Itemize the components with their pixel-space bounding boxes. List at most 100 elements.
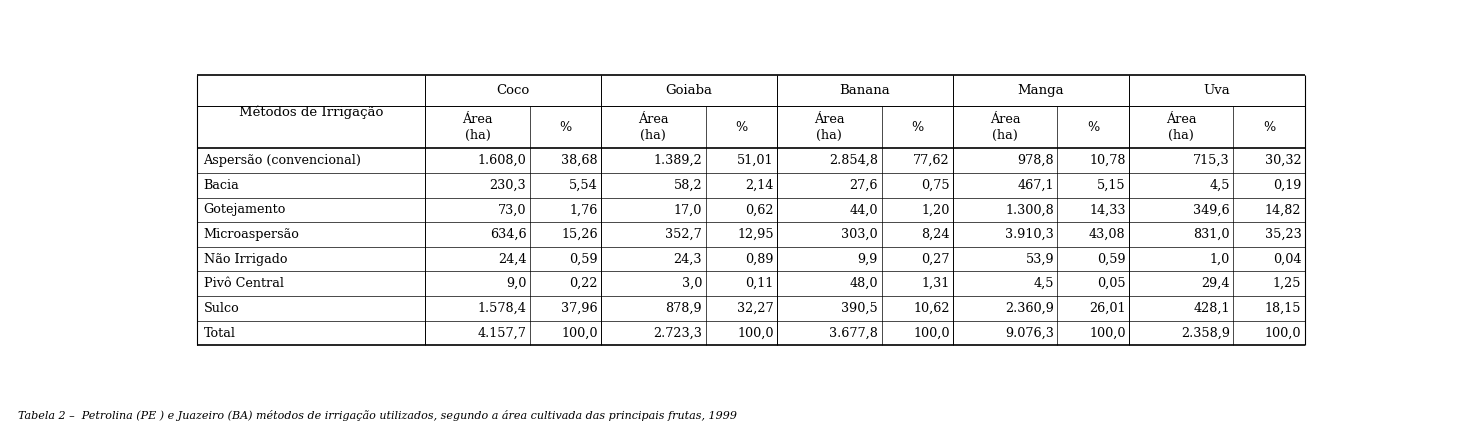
Text: %: % [560, 121, 571, 134]
Text: %: % [1263, 121, 1275, 134]
Text: 303,0: 303,0 [841, 228, 878, 241]
Text: 230,3: 230,3 [489, 179, 526, 192]
Text: 100,0: 100,0 [561, 326, 598, 339]
Text: 4,5: 4,5 [1033, 277, 1053, 290]
Text: 978,8: 978,8 [1017, 154, 1053, 167]
Text: Goiaba: Goiaba [665, 84, 712, 97]
Text: 1,31: 1,31 [921, 277, 949, 290]
Text: 24,3: 24,3 [674, 252, 702, 265]
Text: 1,76: 1,76 [570, 204, 598, 216]
Text: 0,59: 0,59 [1097, 252, 1125, 265]
Text: 37,96: 37,96 [561, 302, 598, 315]
Text: Pivô Central: Pivô Central [204, 277, 284, 290]
Text: Bacia: Bacia [204, 179, 239, 192]
Text: 467,1: 467,1 [1018, 179, 1053, 192]
Text: 0,04: 0,04 [1273, 252, 1301, 265]
Text: Sulco: Sulco [204, 302, 239, 315]
Text: Uva: Uva [1204, 84, 1231, 97]
Text: 2.360,9: 2.360,9 [1005, 302, 1053, 315]
Text: 1.300,8: 1.300,8 [1005, 204, 1053, 216]
Text: 3.910,3: 3.910,3 [1005, 228, 1053, 241]
Text: %: % [735, 121, 747, 134]
Text: 43,08: 43,08 [1088, 228, 1125, 241]
Text: 100,0: 100,0 [1264, 326, 1301, 339]
Text: 100,0: 100,0 [1088, 326, 1125, 339]
Text: 0,89: 0,89 [746, 252, 774, 265]
Text: 0,59: 0,59 [570, 252, 598, 265]
Text: 35,23: 35,23 [1264, 228, 1301, 241]
Text: 0,22: 0,22 [570, 277, 598, 290]
Text: 32,27: 32,27 [737, 302, 774, 315]
Text: Métodos de Irrigação: Métodos de Irrigação [239, 105, 384, 119]
Text: 10,78: 10,78 [1088, 154, 1125, 167]
Text: Manga: Manga [1018, 84, 1065, 97]
Text: 12,95: 12,95 [737, 228, 774, 241]
Text: Área
(ha): Área (ha) [815, 113, 845, 142]
Text: Área
(ha): Área (ha) [463, 113, 492, 142]
Text: 100,0: 100,0 [913, 326, 949, 339]
Text: 53,9: 53,9 [1026, 252, 1053, 265]
Text: 15,26: 15,26 [561, 228, 598, 241]
Text: 18,15: 18,15 [1264, 302, 1301, 315]
Text: 1,25: 1,25 [1273, 277, 1301, 290]
Text: Coco: Coco [497, 84, 530, 97]
Text: 9.076,3: 9.076,3 [1005, 326, 1053, 339]
Text: 352,7: 352,7 [665, 228, 702, 241]
Text: 27,6: 27,6 [850, 179, 878, 192]
Text: 2.358,9: 2.358,9 [1181, 326, 1231, 339]
Text: 8,24: 8,24 [921, 228, 949, 241]
Text: Microaspersão: Microaspersão [204, 228, 299, 241]
Text: 1.608,0: 1.608,0 [478, 154, 526, 167]
Text: %: % [911, 121, 923, 134]
Text: 1,0: 1,0 [1210, 252, 1231, 265]
Text: Área
(ha): Área (ha) [639, 113, 668, 142]
Text: 44,0: 44,0 [850, 204, 878, 216]
Text: 73,0: 73,0 [498, 204, 526, 216]
Text: Gotejamento: Gotejamento [204, 204, 286, 216]
Text: 9,0: 9,0 [505, 277, 526, 290]
Text: 2.723,3: 2.723,3 [653, 326, 702, 339]
Text: 3,0: 3,0 [681, 277, 702, 290]
Text: 390,5: 390,5 [841, 302, 878, 315]
Text: 58,2: 58,2 [674, 179, 702, 192]
Text: 48,0: 48,0 [850, 277, 878, 290]
Text: 14,33: 14,33 [1088, 204, 1125, 216]
Text: Tabela 2 –  Petrolina (PE ) e Juazeiro (BA) métodos de irrigação utilizados, seg: Tabela 2 – Petrolina (PE ) e Juazeiro (B… [18, 410, 737, 421]
Text: 30,32: 30,32 [1264, 154, 1301, 167]
Text: 29,4: 29,4 [1201, 277, 1231, 290]
Text: 1.578,4: 1.578,4 [478, 302, 526, 315]
Text: 715,3: 715,3 [1194, 154, 1231, 167]
Text: 26,01: 26,01 [1088, 302, 1125, 315]
Text: 831,0: 831,0 [1194, 228, 1231, 241]
Text: 9,9: 9,9 [857, 252, 878, 265]
Text: 878,9: 878,9 [665, 302, 702, 315]
Text: 5,15: 5,15 [1097, 179, 1125, 192]
Text: 14,82: 14,82 [1264, 204, 1301, 216]
Text: 2.854,8: 2.854,8 [829, 154, 878, 167]
Text: 38,68: 38,68 [561, 154, 598, 167]
Text: 4,5: 4,5 [1210, 179, 1231, 192]
Text: 0,19: 0,19 [1273, 179, 1301, 192]
Text: Não Irrigado: Não Irrigado [204, 252, 287, 265]
Text: 17,0: 17,0 [674, 204, 702, 216]
Text: 3.677,8: 3.677,8 [829, 326, 878, 339]
Text: 0,75: 0,75 [921, 179, 949, 192]
Text: 10,62: 10,62 [913, 302, 949, 315]
Text: 0,27: 0,27 [921, 252, 949, 265]
Text: Banana: Banana [839, 84, 891, 97]
Text: Área
(ha): Área (ha) [990, 113, 1021, 142]
Text: 1.389,2: 1.389,2 [653, 154, 702, 167]
Text: 51,01: 51,01 [737, 154, 774, 167]
Text: Aspersão (convencional): Aspersão (convencional) [204, 154, 362, 167]
Text: Área
(ha): Área (ha) [1166, 113, 1197, 142]
Text: 0,62: 0,62 [746, 204, 774, 216]
Text: 0,05: 0,05 [1097, 277, 1125, 290]
Text: 349,6: 349,6 [1194, 204, 1231, 216]
Text: 100,0: 100,0 [737, 326, 774, 339]
Text: 77,62: 77,62 [913, 154, 949, 167]
Text: Total: Total [204, 326, 236, 339]
Text: 428,1: 428,1 [1194, 302, 1231, 315]
Text: 4.157,7: 4.157,7 [478, 326, 526, 339]
Text: 5,54: 5,54 [568, 179, 598, 192]
Text: 1,20: 1,20 [921, 204, 949, 216]
